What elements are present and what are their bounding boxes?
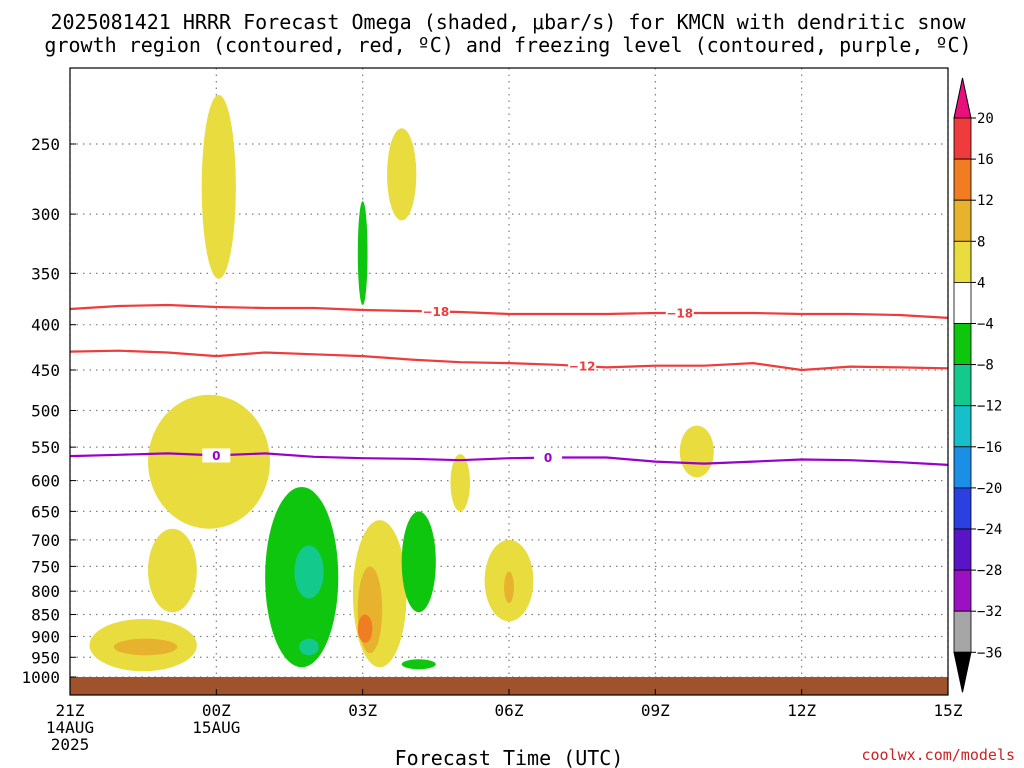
y-tick-label: 700 — [31, 531, 60, 550]
colorbar-segment — [953, 281, 972, 324]
colorbar-top-arrow — [953, 77, 972, 119]
colorbar-tick-label: −24 — [977, 522, 1002, 538]
colorbar-segment — [953, 240, 972, 283]
y-tick-label: 400 — [31, 316, 60, 335]
y-tick-label: 1000 — [21, 668, 60, 687]
contour-label: 0 — [544, 451, 552, 465]
x-tick-label: 21Z — [56, 701, 85, 720]
y-tick-label: 300 — [31, 205, 60, 224]
pressure-axis: 250 300 350 400 450 500 550 600 650 700 750 800 850 9… — [21, 135, 76, 687]
colorbar-tick-label: −4 — [977, 317, 994, 333]
y-tick-label: 250 — [31, 135, 60, 154]
y-tick-label: 750 — [31, 557, 60, 576]
contour-line--18 — [69, 303, 949, 319]
colorbar-bottom-arrow — [953, 651, 972, 693]
contour-label-background — [568, 359, 597, 374]
x-tick-label: 14AUG — [46, 718, 94, 737]
x-tick-label: 2025 — [51, 735, 90, 754]
colorbar-tick-label: −32 — [977, 604, 1002, 620]
x-tick-label: 15Z — [934, 701, 963, 720]
colorbar-segment — [953, 405, 972, 448]
colorbar-segment — [953, 610, 972, 653]
colorbar-tick-label: 20 — [977, 111, 994, 127]
contour-line--12 — [69, 349, 949, 372]
omega-shaded-region — [401, 511, 436, 613]
colorbar-tick-label: −20 — [977, 481, 1002, 497]
colorbar-segment — [953, 199, 972, 242]
y-tick-label: 500 — [31, 402, 60, 421]
omega-shaded-region — [401, 659, 436, 670]
contour-label-background — [421, 304, 450, 319]
omega-shaded-region — [357, 201, 368, 305]
y-tick-label: 850 — [31, 606, 60, 625]
omega-shaded-region — [148, 528, 197, 613]
y-tick-label: 550 — [31, 438, 60, 457]
omega-shaded-region — [450, 454, 470, 512]
colorbar-segment — [953, 158, 972, 201]
colorbar-segment — [953, 323, 972, 365]
colorbar-tick-label: 8 — [977, 234, 985, 250]
y-tick-label: 350 — [31, 264, 60, 283]
omega-shaded-region — [299, 638, 319, 656]
y-tick-label: 950 — [31, 648, 60, 667]
omega-shaded-region — [357, 614, 373, 643]
colorbar-tick-label: −16 — [977, 440, 1002, 456]
x-tick-label: 00Z — [202, 701, 231, 720]
colorbar-tick-label: −28 — [977, 563, 1002, 579]
colorbar-tick-label: −36 — [977, 645, 1002, 661]
colorbar-segment — [953, 117, 972, 160]
colorbar-segment — [953, 446, 972, 489]
colorbar-segment — [953, 569, 972, 612]
y-tick-label: 900 — [31, 627, 60, 646]
x-tick-label: 09Z — [641, 701, 670, 720]
colorbar-tick-label: 16 — [977, 152, 994, 168]
omega-shaded-region — [387, 128, 417, 221]
x-tick-label: 06Z — [495, 701, 524, 720]
omega-shaded-region — [504, 571, 514, 604]
omega-shaded-region — [679, 425, 714, 478]
y-tick-label: 650 — [31, 502, 60, 521]
colorbar-tick-label: 12 — [977, 193, 994, 209]
colorbar-tick-label: −12 — [977, 399, 1002, 415]
credit-watermark: coolwx.com/models — [861, 746, 1015, 764]
x-axis-label: Forecast Time (UTC) — [395, 746, 624, 768]
omega-shaded-region — [294, 545, 324, 599]
omega-shaded-region — [201, 94, 236, 279]
contour-label: 0 — [212, 449, 220, 463]
y-tick-label: 800 — [31, 582, 60, 601]
colorbar-segment — [953, 528, 972, 571]
omega-shaded-region — [113, 638, 178, 656]
contour-label: −12 — [569, 360, 596, 374]
y-tick-label: 600 — [31, 472, 60, 491]
x-tick-label: 15AUG — [192, 718, 240, 737]
colorbar-segment — [953, 487, 972, 530]
contour-label-background — [202, 448, 231, 463]
colorbar-segment — [953, 364, 972, 407]
contour-label: −18 — [422, 305, 449, 319]
x-tick-label: 12Z — [787, 701, 816, 720]
y-tick-label: 450 — [31, 361, 60, 380]
contour-layer: −18 −18 −12 0 0 — [69, 303, 949, 466]
chart-title-line-1: 2025081421 HRRR Forecast Omega (shaded, … — [50, 10, 966, 34]
colorbar-tick-label: −8 — [977, 358, 994, 374]
contour-label-background — [665, 305, 694, 320]
contour-label-background — [534, 450, 563, 465]
x-tick-label: 03Z — [348, 701, 377, 720]
ground-terrain-band — [70, 677, 948, 695]
omega-colorbar: 20 16 12 8 4 −4 −8 −12 −16 −20 −24 −28 −32 −36 — [953, 77, 1002, 693]
colorbar-tick-label: 4 — [977, 275, 985, 291]
chart-title-line-2: growth region (contoured, red, ºC) and f… — [44, 33, 971, 57]
contour-label: −18 — [666, 306, 693, 320]
